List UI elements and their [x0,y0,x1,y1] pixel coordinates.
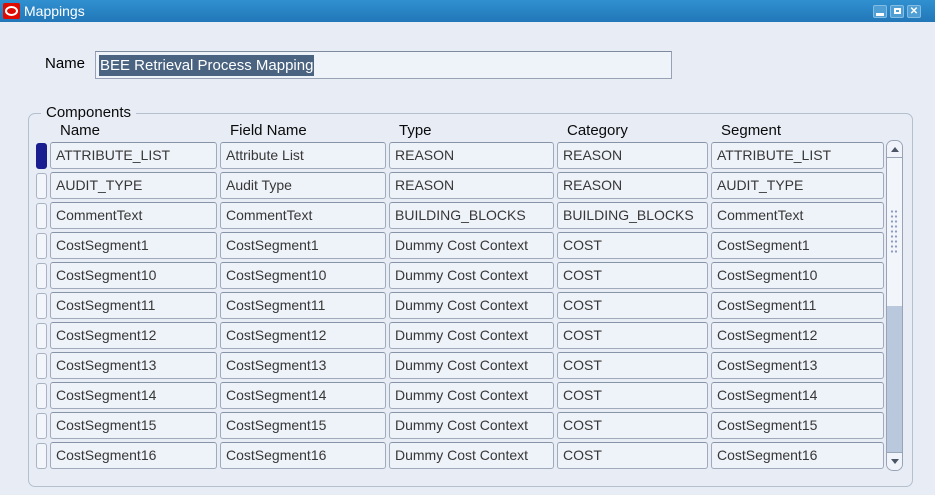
cell-type[interactable]: Dummy Cost Context [389,442,554,469]
cell-type[interactable]: Dummy Cost Context [389,232,554,259]
record-indicator[interactable] [36,293,47,319]
column-header-name: Name [50,122,217,139]
cell-category[interactable]: REASON [557,172,708,199]
cell-field-name[interactable]: CostSegment13 [220,352,386,379]
name-input-selected-text: BEE Retrieval Process Mapping [99,55,314,76]
cell-field-name[interactable]: Attribute List [220,142,386,169]
cell-field-name[interactable]: CostSegment16 [220,442,386,469]
components-legend: Components [41,104,136,121]
cell-category[interactable]: COST [557,442,708,469]
scrollbar-down-button[interactable] [887,452,902,470]
cell-category[interactable]: COST [557,382,708,409]
name-input[interactable]: BEE Retrieval Process Mapping [95,51,672,79]
record-indicator[interactable] [36,173,47,199]
cell-name[interactable]: AUDIT_TYPE [50,172,217,199]
cell-segment[interactable]: CostSegment11 [711,292,884,319]
name-label: Name [45,55,85,72]
cell-type[interactable]: Dummy Cost Context [389,262,554,289]
components-groupbox: Components Name Field Name Type Category… [28,113,913,487]
column-header-category: Category [557,122,708,139]
cell-category[interactable]: REASON [557,142,708,169]
cell-type[interactable]: BUILDING_BLOCKS [389,202,554,229]
cell-type[interactable]: Dummy Cost Context [389,352,554,379]
record-indicator[interactable] [36,383,47,409]
cell-type[interactable]: Dummy Cost Context [389,322,554,349]
components-table-body: ATTRIBUTE_LIST Attribute List REASON REA… [36,142,884,469]
record-indicator[interactable] [36,203,47,229]
cell-segment[interactable]: CostSegment16 [711,442,884,469]
cell-type[interactable]: Dummy Cost Context [389,382,554,409]
record-indicator[interactable] [36,443,47,469]
cell-type[interactable]: REASON [389,142,554,169]
scroll-down-arrow-icon [891,459,899,464]
cell-type[interactable]: Dummy Cost Context [389,412,554,439]
indicator-column-spacer [36,122,47,139]
oracle-ring-icon [5,6,18,16]
cell-field-name[interactable]: Audit Type [220,172,386,199]
components-scrollbar[interactable] [886,140,903,471]
cell-name[interactable]: CommentText [50,202,217,229]
cell-segment[interactable]: CostSegment13 [711,352,884,379]
cell-field-name[interactable]: CostSegment14 [220,382,386,409]
record-indicator[interactable] [36,143,47,169]
cell-name[interactable]: CostSegment1 [50,232,217,259]
record-indicator[interactable] [36,233,47,259]
cell-segment[interactable]: CostSegment12 [711,322,884,349]
cell-category[interactable]: COST [557,232,708,259]
close-button[interactable]: ✕ [907,5,921,18]
cell-segment[interactable]: CostSegment10 [711,262,884,289]
cell-field-name[interactable]: CostSegment15 [220,412,386,439]
column-header-segment: Segment [711,122,884,139]
scroll-up-arrow-icon [891,147,899,152]
minimize-button[interactable] [873,5,887,18]
record-indicator[interactable] [36,353,47,379]
scrollbar-grip-icon [890,209,899,255]
column-header-type: Type [389,122,554,139]
cell-segment[interactable]: ATTRIBUTE_LIST [711,142,884,169]
cell-category[interactable]: COST [557,262,708,289]
cell-type[interactable]: REASON [389,172,554,199]
cell-name[interactable]: CostSegment14 [50,382,217,409]
cell-field-name[interactable]: CostSegment11 [220,292,386,319]
cell-name[interactable]: CostSegment16 [50,442,217,469]
cell-segment[interactable]: CostSegment14 [711,382,884,409]
cell-name[interactable]: ATTRIBUTE_LIST [50,142,217,169]
mappings-window: Mappings ✕ Name BEE Retrieval Process Ma… [0,0,935,495]
cell-name[interactable]: CostSegment13 [50,352,217,379]
record-indicator[interactable] [36,413,47,439]
column-header-field-name: Field Name [220,122,386,139]
scrollbar-track[interactable] [887,306,902,452]
cell-category[interactable]: COST [557,352,708,379]
record-indicator[interactable] [36,263,47,289]
cell-segment[interactable]: AUDIT_TYPE [711,172,884,199]
cell-category[interactable]: COST [557,292,708,319]
title-bar[interactable]: Mappings ✕ [0,0,935,22]
cell-category[interactable]: COST [557,322,708,349]
cell-field-name[interactable]: CommentText [220,202,386,229]
cell-field-name[interactable]: CostSegment1 [220,232,386,259]
oracle-logo-icon [3,3,20,19]
cell-category[interactable]: COST [557,412,708,439]
cell-name[interactable]: CostSegment11 [50,292,217,319]
minimize-icon [876,13,884,16]
cell-segment[interactable]: CostSegment15 [711,412,884,439]
cell-category[interactable]: BUILDING_BLOCKS [557,202,708,229]
cell-name[interactable]: CostSegment15 [50,412,217,439]
cell-segment[interactable]: CostSegment1 [711,232,884,259]
window-controls: ✕ [873,5,921,18]
maximize-icon [894,8,901,14]
close-icon: ✕ [910,6,918,17]
cell-type[interactable]: Dummy Cost Context [389,292,554,319]
cell-field-name[interactable]: CostSegment10 [220,262,386,289]
scrollbar-up-button[interactable] [887,141,902,158]
cell-name[interactable]: CostSegment12 [50,322,217,349]
cell-name[interactable]: CostSegment10 [50,262,217,289]
window-title: Mappings [24,3,85,19]
cell-segment[interactable]: CommentText [711,202,884,229]
scrollbar-thumb[interactable] [887,158,902,306]
components-header-row: Name Field Name Type Category Segment [36,122,884,139]
maximize-button[interactable] [890,5,904,18]
record-indicator[interactable] [36,323,47,349]
cell-field-name[interactable]: CostSegment12 [220,322,386,349]
